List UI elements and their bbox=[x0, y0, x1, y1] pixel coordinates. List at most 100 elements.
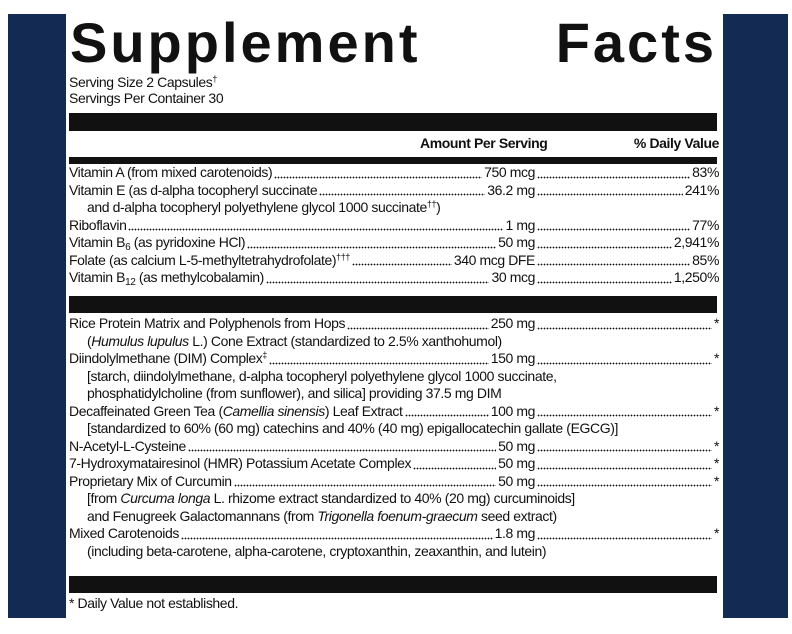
dot-leader bbox=[404, 402, 489, 420]
dot-leader bbox=[347, 315, 489, 333]
daily-value: * bbox=[713, 402, 719, 419]
column-header: Amount Per Serving % Daily Value bbox=[69, 135, 719, 153]
text-segment: ) bbox=[436, 199, 441, 215]
text-segment: Diindolylmethane (DIM) Complex bbox=[69, 350, 263, 366]
title-word-facts: Facts bbox=[555, 11, 717, 74]
divider-bar-header bbox=[69, 157, 717, 164]
dot-leader bbox=[269, 350, 489, 368]
nutrient-name: 7-Hydroxymatairesinol (HMR) Potassium Ac… bbox=[69, 455, 412, 473]
serving-size-mark: † bbox=[212, 74, 217, 84]
text-segment: Riboflavin bbox=[69, 216, 127, 233]
dot-leader bbox=[537, 525, 712, 543]
amount-per-serving: 1 mg bbox=[505, 216, 535, 233]
divider-bar-middle bbox=[69, 296, 717, 313]
text-segment: [starch, diindolylmethane, d-alpha tocop… bbox=[87, 367, 557, 384]
dot-leader bbox=[537, 269, 672, 287]
nutrient-detail: [from Curcuma longa L. rhizome extract s… bbox=[69, 490, 719, 508]
amount-per-serving: 50 mg bbox=[498, 455, 535, 471]
text-segment: [from bbox=[87, 490, 121, 506]
text-segment: (as pyridoxine HCl) bbox=[130, 234, 246, 250]
text-segment: and Fenugreek Galactomannans (from bbox=[87, 507, 318, 524]
nutrient-name: Vitamin E (as d-alpha tocopheryl succina… bbox=[69, 181, 318, 200]
text-segment: ‡ bbox=[262, 350, 268, 360]
text-segment: N-Acetyl-L-Cysteine bbox=[69, 437, 186, 454]
nutrient-row: Mixed Carotenoids 1.8 mg * bbox=[69, 525, 719, 543]
nutrient-row: Decaffeinated Green Tea (Camellia sinens… bbox=[69, 402, 719, 421]
nutrient-detail: phosphatidylcholine (from sunflower), an… bbox=[69, 385, 719, 403]
text-segment: Mixed Carotenoids bbox=[69, 525, 179, 541]
text-segment: Camellia sinensis bbox=[222, 402, 326, 419]
supplement-facts-label: Supplement Facts Serving Size 2 Capsules… bbox=[66, 14, 723, 618]
nutrient-row: 7-Hydroxymatairesinol (HMR) Potassium Ac… bbox=[69, 455, 719, 473]
text-segment: Vitamin B bbox=[69, 269, 126, 285]
text-segment: Proprietary Mix of Curcumin bbox=[69, 472, 232, 489]
nutrient-name: Decaffeinated Green Tea (Camellia sinens… bbox=[69, 403, 403, 421]
amount-per-serving: 150 mg bbox=[490, 350, 536, 366]
text-segment: Curcuma longa bbox=[120, 490, 211, 506]
dot-leader bbox=[537, 251, 691, 269]
nutrient-name: Vitamin B12 (as methylcobalamin) bbox=[69, 269, 264, 288]
text-segment: L.) Cone Extract (standardized to 2.5% x… bbox=[188, 332, 502, 349]
nutrient-name: Diindolylmethane (DIM) Complex‡ bbox=[69, 350, 267, 368]
nutrient-row: Vitamin B12 (as methylcobalamin) 30 mcg 1,… bbox=[69, 269, 719, 288]
text-segment: seed extract) bbox=[477, 507, 557, 524]
nutrient-row: Vitamin E (as d-alpha tocopheryl succina… bbox=[69, 181, 720, 200]
text-segment: Vitamin B bbox=[69, 234, 126, 250]
nutrient-row: Vitamin B6 (as pyridoxine HCl) 50 mg 2,941… bbox=[69, 234, 719, 253]
dot-leader bbox=[537, 216, 691, 234]
amount-per-serving: 100 mg bbox=[490, 402, 536, 419]
dot-leader bbox=[319, 181, 486, 199]
dot-leader bbox=[537, 402, 712, 420]
nutrient-row: Proprietary Mix of Curcumin 50 mg * bbox=[69, 472, 719, 490]
amount-per-serving: 50 mg bbox=[498, 234, 535, 250]
dot-leader bbox=[537, 455, 712, 473]
daily-value: 241% bbox=[684, 181, 720, 198]
servings-per-container: Servings Per Container 30 bbox=[69, 90, 224, 106]
amount-per-serving: 1.8 mg bbox=[494, 525, 536, 541]
text-segment: ) Leaf Extract bbox=[324, 402, 403, 419]
dot-leader bbox=[265, 269, 490, 287]
daily-value: 85% bbox=[692, 251, 719, 268]
footnote: * Daily Value not established. bbox=[69, 595, 239, 611]
text-segment: Decaffeinated Green Tea ( bbox=[69, 402, 223, 419]
daily-value: * bbox=[713, 350, 719, 366]
text-segment: phosphatidylcholine (from sunflower), an… bbox=[87, 385, 502, 401]
text-segment: Rice Protein Matrix and Polyphenols from… bbox=[69, 315, 346, 331]
text-segment: Humulus lupulus bbox=[91, 332, 189, 349]
nutrient-name: Folate (as calcium L-5-methyltetrahydrof… bbox=[69, 252, 350, 270]
amount-per-serving: 50 mg bbox=[498, 472, 535, 489]
dot-leader bbox=[413, 455, 497, 473]
dot-leader bbox=[537, 181, 683, 199]
serving-size: Serving Size 2 Capsules† bbox=[69, 74, 719, 90]
nutrient-name: Vitamin B6 (as pyridoxine HCl) bbox=[69, 234, 246, 253]
nutrient-name: Riboflavin bbox=[69, 216, 127, 235]
amount-per-serving-header: Amount Per Serving bbox=[420, 135, 548, 151]
amount-per-serving: 750 mcg bbox=[484, 164, 535, 180]
text-segment: 7-Hydroxymatairesinol (HMR) Potassium Ac… bbox=[69, 455, 412, 471]
text-segment: Folate (as calcium L-5-methyltetrahydrof… bbox=[69, 251, 337, 268]
nutrient-row: Vitamin A (from mixed carotenoids) 750 mc… bbox=[69, 164, 719, 182]
dot-leader bbox=[352, 251, 452, 269]
dot-leader bbox=[247, 234, 497, 252]
divider-bar-bottom bbox=[69, 576, 717, 593]
amount-per-serving: 340 mcg DFE bbox=[453, 251, 536, 268]
daily-value: 1,250% bbox=[673, 269, 719, 285]
daily-value: * bbox=[713, 525, 719, 541]
dot-leader bbox=[537, 350, 712, 368]
nutrient-row: N-Acetyl-L-Cysteine 50 mg * bbox=[69, 437, 719, 455]
daily-value: * bbox=[713, 472, 719, 489]
nutrient-detail: and d-alpha tocopheryl polyethylene glyc… bbox=[69, 199, 719, 217]
nutrient-row: Riboflavin 1 mg 77% bbox=[69, 216, 719, 235]
dot-leader bbox=[180, 525, 493, 543]
daily-value: 83% bbox=[692, 164, 719, 180]
amount-per-serving: 50 mg bbox=[498, 437, 535, 454]
amount-per-serving: 250 mg bbox=[490, 315, 536, 331]
serving-size-text: Serving Size 2 Capsules bbox=[69, 74, 213, 90]
nutrient-name: Mixed Carotenoids bbox=[69, 525, 179, 543]
text-segment: Vitamin E (as d-alpha tocopheryl succina… bbox=[69, 181, 318, 198]
text-segment: (including beta-carotene, alpha-carotene… bbox=[87, 542, 547, 559]
nutrient-detail: [standardized to 60% (60 mg) catechins a… bbox=[69, 420, 719, 438]
nutrient-detail: (Humulus lupulus L.) Cone Extract (stand… bbox=[69, 333, 719, 351]
dot-leader bbox=[537, 472, 712, 490]
text-segment: 6 bbox=[125, 242, 131, 253]
